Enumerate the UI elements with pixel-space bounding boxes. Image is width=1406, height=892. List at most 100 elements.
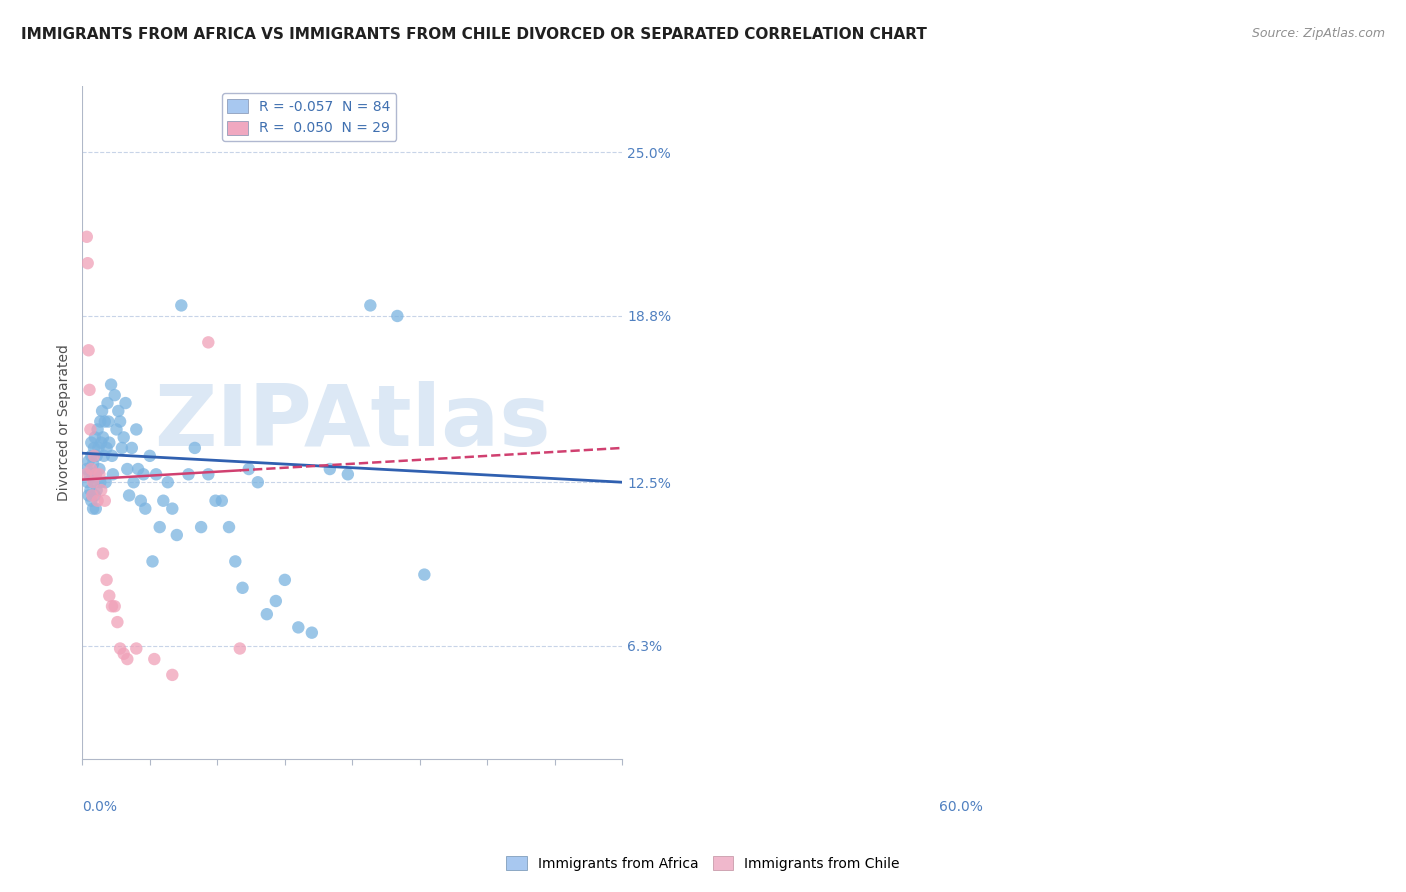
- Y-axis label: Divorced or Separated: Divorced or Separated: [58, 344, 72, 501]
- Point: [105, 422, 128, 436]
- Point: [143, 652, 166, 666]
- Point: [132, 467, 155, 482]
- Point: [104, 599, 127, 614]
- Point: [149, 520, 172, 534]
- Point: [211, 493, 233, 508]
- Point: [90, 435, 112, 450]
- Point: [82, 457, 104, 471]
- Point: [359, 298, 381, 312]
- Point: [76, 229, 98, 244]
- Point: [224, 554, 246, 568]
- Legend: R = -0.057  N = 84, R =  0.050  N = 29: R = -0.057 N = 84, R = 0.050 N = 29: [222, 94, 396, 141]
- Point: [80, 493, 103, 508]
- Point: [108, 415, 131, 429]
- Point: [256, 607, 278, 622]
- Point: [84, 467, 107, 482]
- Point: [98, 435, 121, 450]
- Point: [112, 647, 135, 661]
- Point: [156, 475, 179, 490]
- Legend: Immigrants from Africa, Immigrants from Chile: Immigrants from Africa, Immigrants from …: [501, 850, 905, 876]
- Point: [101, 467, 124, 482]
- Point: [89, 475, 111, 490]
- Point: [166, 528, 188, 542]
- Point: [104, 388, 127, 402]
- Point: [141, 554, 163, 568]
- Point: [96, 573, 118, 587]
- Point: [80, 462, 103, 476]
- Point: [76, 256, 98, 270]
- Text: IMMIGRANTS FROM AFRICA VS IMMIGRANTS FROM CHILE DIVORCED OR SEPARATED CORRELATIO: IMMIGRANTS FROM AFRICA VS IMMIGRANTS FRO…: [21, 27, 927, 42]
- Point: [162, 668, 184, 682]
- Point: [274, 573, 297, 587]
- Point: [152, 493, 174, 508]
- Point: [112, 430, 135, 444]
- Point: [287, 620, 309, 634]
- Point: [238, 462, 260, 476]
- Point: [387, 309, 409, 323]
- Point: [117, 652, 139, 666]
- Point: [108, 641, 131, 656]
- Point: [129, 493, 152, 508]
- Point: [264, 594, 287, 608]
- Point: [91, 404, 114, 418]
- Point: [231, 581, 253, 595]
- Point: [98, 589, 121, 603]
- Point: [91, 547, 114, 561]
- Text: Source: ZipAtlas.com: Source: ZipAtlas.com: [1251, 27, 1385, 40]
- Point: [301, 625, 323, 640]
- Point: [84, 501, 107, 516]
- Point: [177, 467, 200, 482]
- Point: [83, 475, 105, 490]
- Point: [76, 462, 98, 476]
- Point: [114, 396, 136, 410]
- Point: [246, 475, 269, 490]
- Point: [82, 470, 104, 484]
- Point: [86, 422, 108, 436]
- Point: [107, 404, 129, 418]
- Point: [127, 462, 149, 476]
- Point: [83, 430, 105, 444]
- Point: [170, 298, 193, 312]
- Point: [97, 415, 120, 429]
- Point: [218, 520, 240, 534]
- Point: [101, 599, 124, 614]
- Point: [89, 415, 111, 429]
- Point: [101, 449, 124, 463]
- Point: [89, 462, 111, 476]
- Point: [83, 449, 105, 463]
- Point: [86, 493, 108, 508]
- Point: [83, 441, 105, 455]
- Point: [190, 520, 212, 534]
- Point: [96, 396, 118, 410]
- Point: [77, 343, 100, 358]
- Point: [139, 449, 162, 463]
- Point: [86, 483, 108, 497]
- Point: [90, 483, 112, 497]
- Point: [89, 467, 111, 482]
- Point: [76, 475, 98, 490]
- Point: [204, 493, 226, 508]
- Point: [134, 501, 156, 516]
- Text: 0.0%: 0.0%: [83, 800, 117, 814]
- Point: [77, 488, 100, 502]
- Point: [96, 441, 118, 455]
- Point: [125, 422, 148, 436]
- Point: [84, 467, 107, 482]
- Text: ZIPAtlas: ZIPAtlas: [155, 382, 551, 465]
- Point: [93, 449, 115, 463]
- Point: [336, 467, 359, 482]
- Point: [80, 449, 103, 463]
- Point: [100, 377, 122, 392]
- Point: [79, 483, 101, 497]
- Point: [79, 467, 101, 482]
- Point: [122, 475, 145, 490]
- Point: [117, 462, 139, 476]
- Point: [413, 567, 436, 582]
- Point: [319, 462, 342, 476]
- Point: [145, 467, 167, 482]
- Point: [125, 641, 148, 656]
- Point: [75, 467, 97, 482]
- Point: [82, 488, 104, 502]
- Point: [87, 441, 110, 455]
- Point: [94, 475, 117, 490]
